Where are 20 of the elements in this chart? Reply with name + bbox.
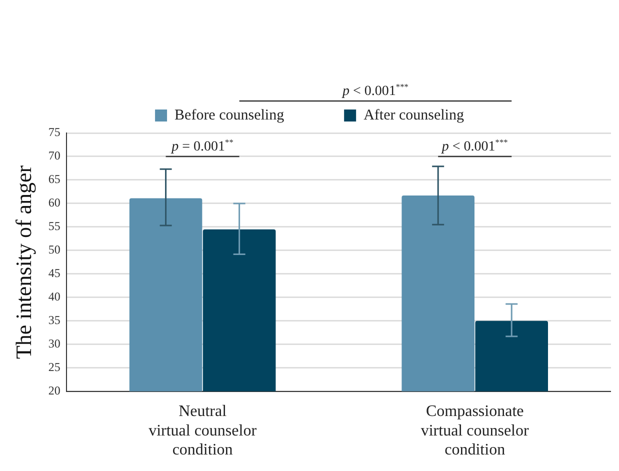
y-tick-label: 35 xyxy=(48,313,60,328)
text: p < 0.001*** xyxy=(341,82,408,99)
y-tick-label: 60 xyxy=(48,196,60,210)
x-tick-label: Neutral virtual counselor condition xyxy=(148,403,258,459)
y-tick-label: 65 xyxy=(48,172,60,186)
annotation: p < 0.001*** xyxy=(440,138,508,154)
legend-label: After counseling xyxy=(364,107,464,124)
y-tick-label: 55 xyxy=(48,219,60,234)
y-axis-title: The intensity of anger xyxy=(10,164,36,360)
y-tick-label: 50 xyxy=(48,242,60,257)
y-tick-label: 40 xyxy=(48,290,60,304)
y-tick-label: 30 xyxy=(48,336,60,351)
legend-label: Before counseling xyxy=(174,107,285,124)
y-tick-label: 75 xyxy=(48,125,60,140)
y-tick-label: 45 xyxy=(48,266,60,280)
x-tick-label: Compassionate virtual counselor condition xyxy=(420,403,530,459)
y-tick-label: 20 xyxy=(48,384,60,398)
annotation: p = 0.001** xyxy=(170,138,234,154)
y-tick-label: 70 xyxy=(48,148,60,163)
y-tick-label: 25 xyxy=(48,360,60,374)
